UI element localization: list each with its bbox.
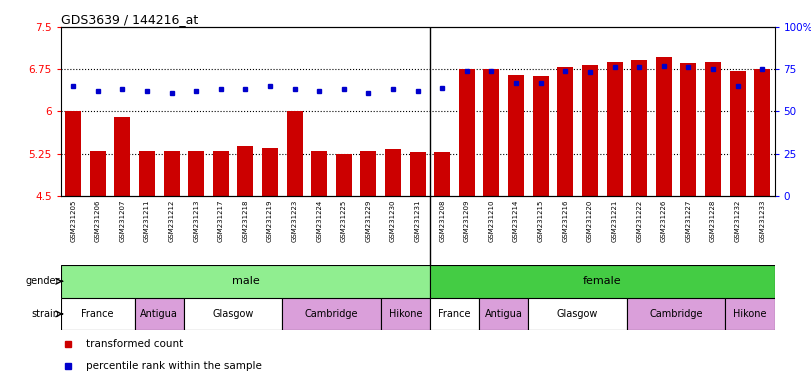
Text: GSM231224: GSM231224 [316,199,322,242]
Bar [282,298,380,330]
Text: GSM231228: GSM231228 [710,199,716,242]
Bar [631,60,647,196]
Text: Antigua: Antigua [485,309,523,319]
Text: GSM231222: GSM231222 [636,199,642,242]
Bar [385,149,401,196]
Text: GSM231218: GSM231218 [242,199,248,242]
Bar [529,298,627,330]
Bar [607,62,623,196]
Text: gender: gender [25,276,59,286]
Bar [533,76,549,196]
Bar [434,152,450,196]
Text: GSM231209: GSM231209 [464,199,470,242]
Bar [336,154,352,196]
Text: Cambridge: Cambridge [650,309,703,319]
Text: transformed count: transformed count [86,339,183,349]
Bar [725,298,775,330]
Text: GSM231212: GSM231212 [169,199,174,242]
Bar [262,148,278,196]
Bar [61,298,135,330]
Bar [410,152,426,196]
Text: GSM231226: GSM231226 [661,199,667,242]
Text: France: France [438,309,471,319]
Bar [135,298,184,330]
Bar [730,71,745,196]
Bar [61,265,430,298]
Text: GSM231207: GSM231207 [119,199,126,242]
Text: strain: strain [32,309,59,319]
Bar [380,298,430,330]
Text: Hikone: Hikone [733,309,766,319]
Text: Antigua: Antigua [140,309,178,319]
Bar [627,298,725,330]
Bar [188,151,204,196]
Text: GSM231232: GSM231232 [735,199,740,242]
Bar [582,65,598,196]
Bar [238,146,253,196]
Text: GDS3639 / 144216_at: GDS3639 / 144216_at [61,13,198,26]
Text: GSM231227: GSM231227 [685,199,691,242]
Bar [164,151,179,196]
Text: GSM231208: GSM231208 [440,199,445,242]
Text: Glasgow: Glasgow [557,309,599,319]
Text: France: France [81,309,114,319]
Text: GSM231233: GSM231233 [759,199,766,242]
Text: GSM231206: GSM231206 [95,199,101,242]
Text: male: male [231,276,260,286]
Bar [680,63,697,196]
Bar [483,69,500,196]
Text: GSM231216: GSM231216 [562,199,569,242]
Bar [459,69,475,196]
Bar [286,111,303,196]
Bar [90,151,105,196]
Bar [311,151,327,196]
Text: GSM231219: GSM231219 [267,199,273,242]
Text: GSM231213: GSM231213 [193,199,200,242]
Bar [430,298,479,330]
Text: GSM231215: GSM231215 [538,199,543,242]
Bar [656,57,672,196]
Text: Cambridge: Cambridge [305,309,358,319]
Text: GSM231230: GSM231230 [390,199,396,242]
Text: female: female [583,276,621,286]
Bar [557,68,573,196]
Bar [430,265,775,298]
Bar [212,151,229,196]
Bar [479,298,529,330]
Text: GSM231210: GSM231210 [488,199,495,242]
Bar [705,62,721,196]
Text: GSM231221: GSM231221 [611,199,617,242]
Text: Hikone: Hikone [388,309,422,319]
Bar [508,75,524,196]
Bar [754,69,770,196]
Text: GSM231205: GSM231205 [70,199,76,242]
Text: GSM231220: GSM231220 [587,199,593,242]
Bar [65,111,81,196]
Text: GSM231214: GSM231214 [513,199,519,242]
Text: GSM231217: GSM231217 [218,199,224,242]
Text: GSM231225: GSM231225 [341,199,347,242]
Text: GSM231211: GSM231211 [144,199,150,242]
Bar [139,151,155,196]
Text: GSM231231: GSM231231 [414,199,421,242]
Text: GSM231229: GSM231229 [366,199,371,242]
Text: percentile rank within the sample: percentile rank within the sample [86,361,262,371]
Text: GSM231223: GSM231223 [292,199,298,242]
Bar [114,117,131,196]
Text: Glasgow: Glasgow [212,309,254,319]
Bar [360,151,376,196]
Bar [184,298,282,330]
